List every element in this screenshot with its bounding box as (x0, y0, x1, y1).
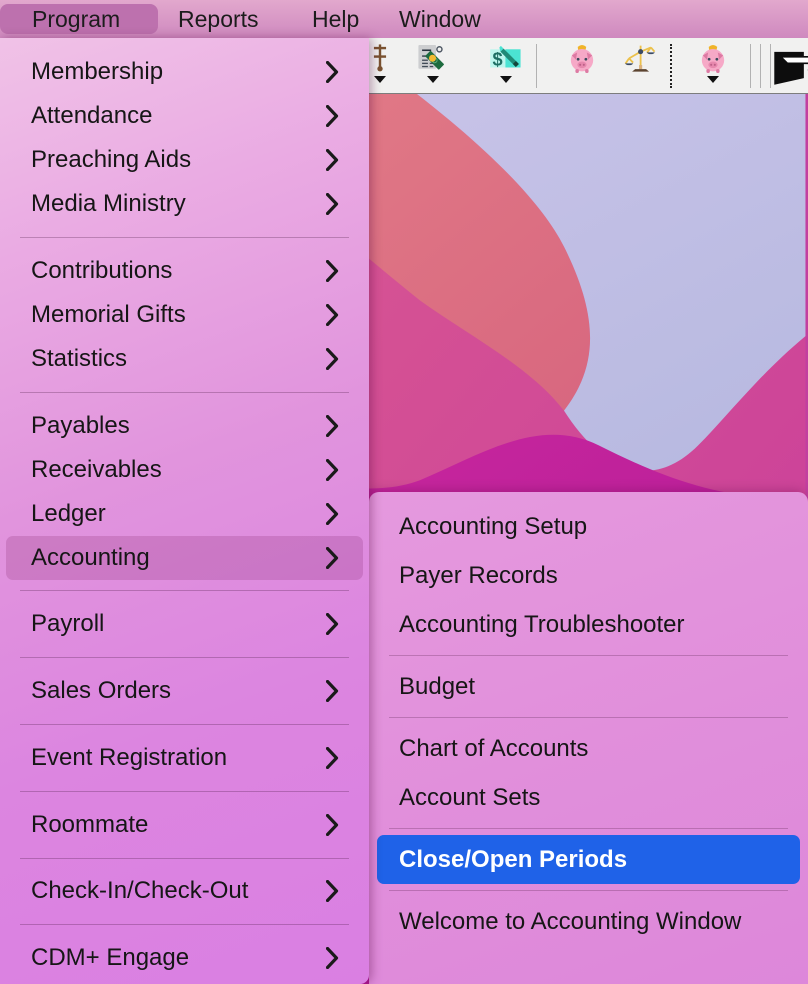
svg-text:$: $ (492, 50, 502, 70)
